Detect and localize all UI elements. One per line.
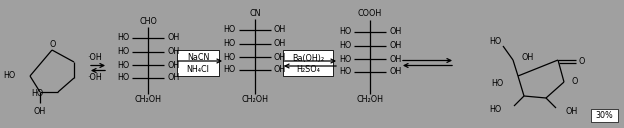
Text: Ba(OH)₂: Ba(OH)₂ <box>292 54 324 62</box>
Text: 30%: 30% <box>596 111 613 120</box>
Text: HO: HO <box>492 79 504 88</box>
Text: HO: HO <box>117 47 129 56</box>
Text: HO: HO <box>117 73 129 83</box>
Text: OH: OH <box>167 47 179 56</box>
Text: OH: OH <box>566 106 578 115</box>
Text: HO: HO <box>339 28 351 36</box>
Text: HO: HO <box>224 52 236 61</box>
Text: NH₄Cl: NH₄Cl <box>187 66 210 74</box>
Text: OH: OH <box>274 52 286 61</box>
Text: OH: OH <box>167 61 179 70</box>
Text: CH₂OH: CH₂OH <box>135 95 162 104</box>
Bar <box>283 50 333 76</box>
Text: O: O <box>579 56 585 66</box>
Text: OH: OH <box>521 54 534 62</box>
Text: HO: HO <box>339 55 351 63</box>
Text: HO: HO <box>32 89 44 99</box>
Text: OH: OH <box>274 66 286 74</box>
Text: OH: OH <box>389 41 401 51</box>
Text: HO: HO <box>224 25 236 35</box>
Text: HO: HO <box>339 67 351 77</box>
Bar <box>177 50 219 76</box>
Text: OH: OH <box>167 73 179 83</box>
Text: ·OH: ·OH <box>87 54 102 62</box>
Text: OH: OH <box>34 107 46 116</box>
Text: HO: HO <box>489 36 501 45</box>
Text: HO: HO <box>224 66 236 74</box>
Text: OH: OH <box>274 25 286 35</box>
Text: HO: HO <box>4 72 16 81</box>
Text: ·OH: ·OH <box>87 73 102 83</box>
Text: CN: CN <box>249 9 261 19</box>
Text: OH: OH <box>274 40 286 49</box>
Text: COOH: COOH <box>358 9 382 19</box>
Text: OH: OH <box>389 55 401 63</box>
Text: CH₂OH: CH₂OH <box>241 95 268 104</box>
Text: HO: HO <box>339 41 351 51</box>
Text: NaCN: NaCN <box>187 54 209 62</box>
Text: H₂SO₄: H₂SO₄ <box>296 66 320 74</box>
Text: OH: OH <box>389 28 401 36</box>
Text: HO: HO <box>490 104 502 114</box>
Text: OH: OH <box>389 67 401 77</box>
Text: CHO: CHO <box>139 18 157 26</box>
Text: O: O <box>571 77 577 87</box>
Text: HO: HO <box>224 40 236 49</box>
Text: HO: HO <box>117 61 129 70</box>
Text: CH₂OH: CH₂OH <box>356 95 384 104</box>
Text: OH: OH <box>167 34 179 42</box>
Text: O: O <box>50 40 56 49</box>
Text: HO: HO <box>117 34 129 42</box>
Bar <box>591 109 618 122</box>
